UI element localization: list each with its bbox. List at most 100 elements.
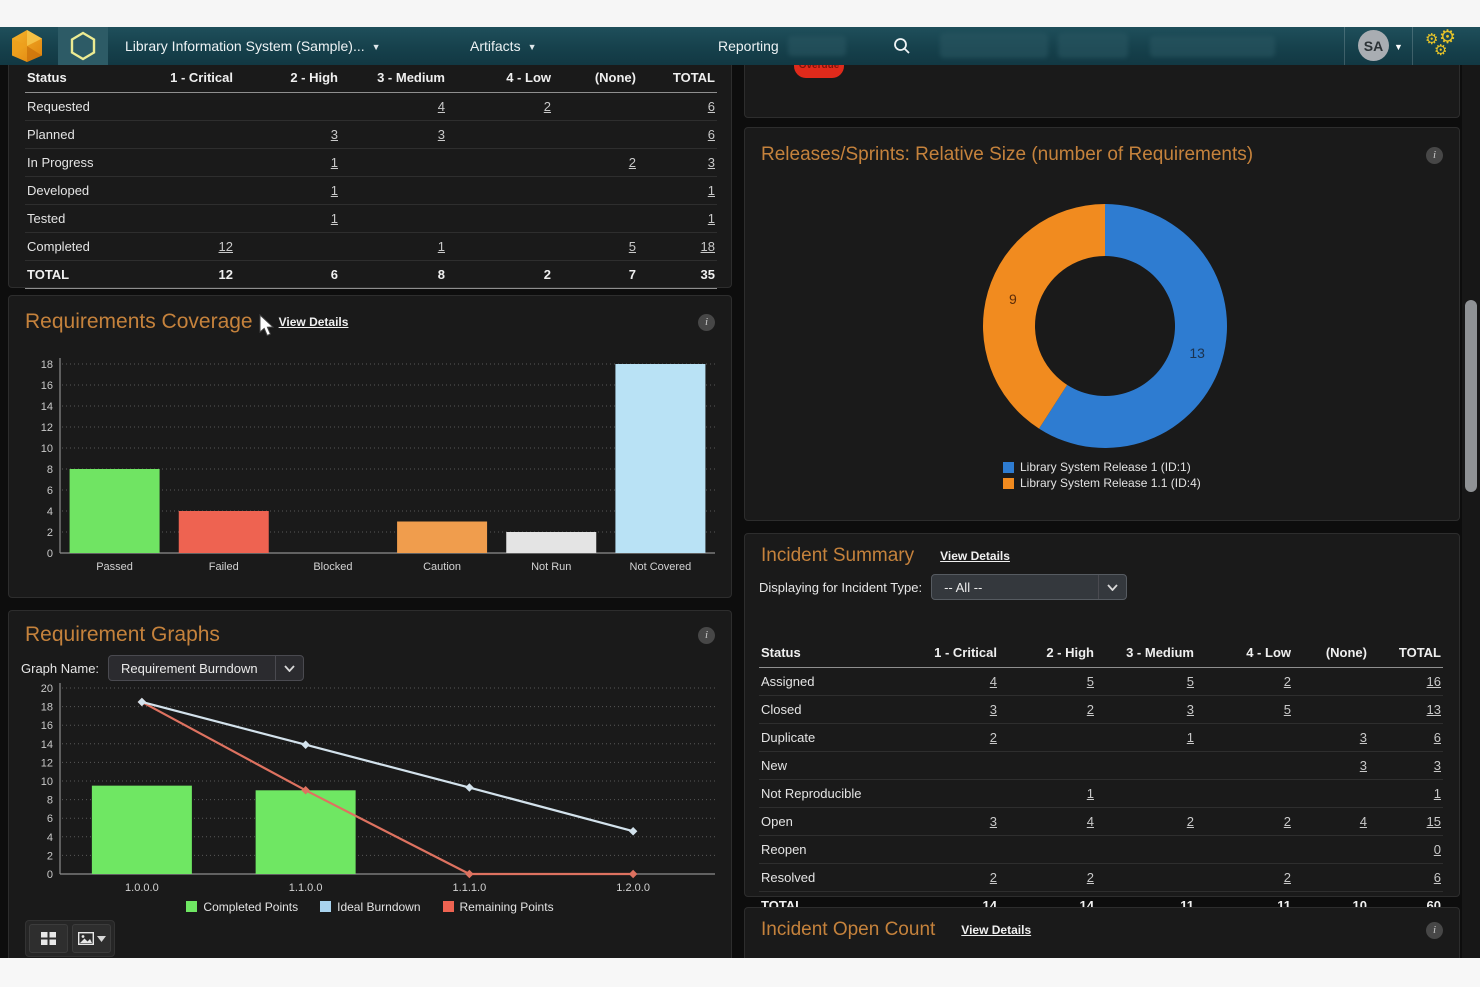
count-link[interactable]: 4 <box>989 674 997 689</box>
table-cell[interactable]: 3 <box>638 148 717 177</box>
nav-reporting[interactable]: Reporting <box>718 27 779 65</box>
table-cell[interactable]: 18 <box>638 232 717 261</box>
table-cell[interactable]: 4 <box>1293 807 1369 836</box>
count-link[interactable]: 3 <box>1359 758 1367 773</box>
table-cell[interactable]: 3 <box>1293 751 1369 780</box>
count-link[interactable]: 5 <box>1086 674 1094 689</box>
table-cell[interactable]: 1 <box>235 176 340 205</box>
count-link[interactable]: 2 <box>1086 702 1094 717</box>
count-link[interactable]: 1 <box>330 211 338 226</box>
count-link[interactable]: 1 <box>707 211 715 226</box>
count-link[interactable]: 18 <box>700 239 715 254</box>
count-link[interactable]: 6 <box>707 127 715 142</box>
table-cell[interactable]: 6 <box>638 92 717 121</box>
table-cell[interactable]: 4 <box>340 92 447 121</box>
table-cell[interactable]: 16 <box>1369 667 1443 696</box>
count-link[interactable]: 13 <box>1426 702 1441 717</box>
count-link[interactable]: 15 <box>1426 814 1441 829</box>
table-cell[interactable]: 1 <box>235 148 340 177</box>
count-link[interactable]: 0 <box>1433 842 1441 857</box>
table-cell[interactable]: 4 <box>999 807 1096 836</box>
table-cell[interactable]: 3 <box>909 807 999 836</box>
table-cell[interactable]: 2 <box>1196 807 1293 836</box>
table-cell[interactable]: 1 <box>340 232 447 261</box>
table-cell[interactable]: 2 <box>1196 863 1293 892</box>
table-cell[interactable]: 2 <box>909 723 999 752</box>
spira-logo-icon[interactable] <box>9 29 45 63</box>
table-cell[interactable]: 6 <box>638 120 717 149</box>
count-link[interactable]: 2 <box>1283 870 1291 885</box>
info-icon[interactable] <box>1426 146 1443 164</box>
count-link[interactable]: 3 <box>1433 758 1441 773</box>
export-image-button[interactable] <box>72 924 111 953</box>
table-cell[interactable]: 1 <box>999 779 1096 808</box>
releases-donut-chart[interactable]: 13 9 <box>745 128 1461 458</box>
count-link[interactable]: 3 <box>1359 730 1367 745</box>
count-link[interactable]: 1 <box>1186 730 1194 745</box>
count-link[interactable]: 6 <box>1433 870 1441 885</box>
table-cell[interactable]: 5 <box>1196 695 1293 724</box>
project-selector[interactable]: Library Information System (Sample)... ▼ <box>125 27 381 65</box>
count-link[interactable]: 1 <box>1433 786 1441 801</box>
search-icon[interactable] <box>893 37 911 55</box>
count-link[interactable]: 4 <box>437 99 445 114</box>
count-link[interactable]: 6 <box>1433 730 1441 745</box>
table-cell[interactable]: 2 <box>447 92 553 121</box>
table-cell[interactable]: 2 <box>1096 807 1196 836</box>
count-link[interactable]: 5 <box>1186 674 1194 689</box>
table-cell[interactable]: 2 <box>999 695 1096 724</box>
count-link[interactable]: 3 <box>989 702 997 717</box>
count-link[interactable]: 16 <box>1426 674 1441 689</box>
nav-artifacts[interactable]: Artifacts ▼ <box>470 27 537 65</box>
table-cell[interactable]: 12 <box>160 232 235 261</box>
table-cell[interactable]: 1 <box>1096 723 1196 752</box>
data-grid-button[interactable] <box>29 924 68 953</box>
count-link[interactable]: 2 <box>1283 674 1291 689</box>
table-cell[interactable]: 3 <box>1096 695 1196 724</box>
workspace-hexagon-button[interactable] <box>58 27 108 65</box>
count-link[interactable]: 4 <box>1086 814 1094 829</box>
view-details-link[interactable]: View Details <box>278 315 349 329</box>
count-link[interactable]: 3 <box>989 814 997 829</box>
table-cell[interactable]: 3 <box>340 120 447 149</box>
view-details-link[interactable]: View Details <box>940 549 1010 563</box>
count-link[interactable]: 2 <box>1283 814 1291 829</box>
table-cell[interactable]: 3 <box>1369 751 1443 780</box>
table-cell[interactable]: 6 <box>1369 863 1443 892</box>
incident-type-select[interactable]: -- All -- <box>931 574 1128 600</box>
user-avatar[interactable]: SA ▼ <box>1358 30 1403 61</box>
count-link[interactable]: 1 <box>437 239 445 254</box>
table-cell[interactable]: 5 <box>553 232 638 261</box>
requirement-burndown-chart[interactable]: 0 2 4 6 8 10 12 14 16 18 20 1.0.0.0 1.1.0.0 1.1.1.0 1.… <box>23 683 723 895</box>
count-link[interactable]: 3 <box>1186 702 1194 717</box>
count-link[interactable]: 1 <box>1086 786 1094 801</box>
info-icon[interactable] <box>1426 921 1443 939</box>
count-link[interactable]: 3 <box>437 127 445 142</box>
table-cell[interactable]: 4 <box>909 667 999 696</box>
scrollbar-thumb[interactable] <box>1465 300 1477 492</box>
table-cell[interactable]: 2 <box>999 863 1096 892</box>
count-link[interactable]: 2 <box>628 155 636 170</box>
table-cell[interactable]: 6 <box>1369 723 1443 752</box>
info-icon[interactable] <box>698 313 715 331</box>
table-cell[interactable]: 3 <box>909 695 999 724</box>
view-details-link[interactable]: View Details <box>961 923 1032 937</box>
table-cell[interactable]: 1 <box>1369 779 1443 808</box>
count-link[interactable]: 2 <box>989 730 997 745</box>
admin-gears-icon[interactable]: ⚙ ⚙ ⚙ <box>1425 27 1457 59</box>
info-icon[interactable] <box>698 626 715 644</box>
table-cell[interactable]: 15 <box>1369 807 1443 836</box>
table-cell[interactable]: 1 <box>638 204 717 233</box>
vertical-scrollbar[interactable] <box>1462 65 1480 958</box>
table-cell[interactable]: 2 <box>909 863 999 892</box>
requirements-coverage-chart[interactable]: 0 2 4 6 8 10 12 14 16 18 Passed Failed Blocked Cautio… <box>23 340 723 590</box>
count-link[interactable]: 2 <box>1086 870 1094 885</box>
count-link[interactable]: 5 <box>628 239 636 254</box>
count-link[interactable]: 1 <box>330 155 338 170</box>
count-link[interactable]: 2 <box>1186 814 1194 829</box>
count-link[interactable]: 3 <box>330 127 338 142</box>
count-link[interactable]: 3 <box>707 155 715 170</box>
table-cell[interactable]: 2 <box>1196 667 1293 696</box>
table-cell[interactable]: 3 <box>235 120 340 149</box>
table-cell[interactable]: 3 <box>1293 723 1369 752</box>
